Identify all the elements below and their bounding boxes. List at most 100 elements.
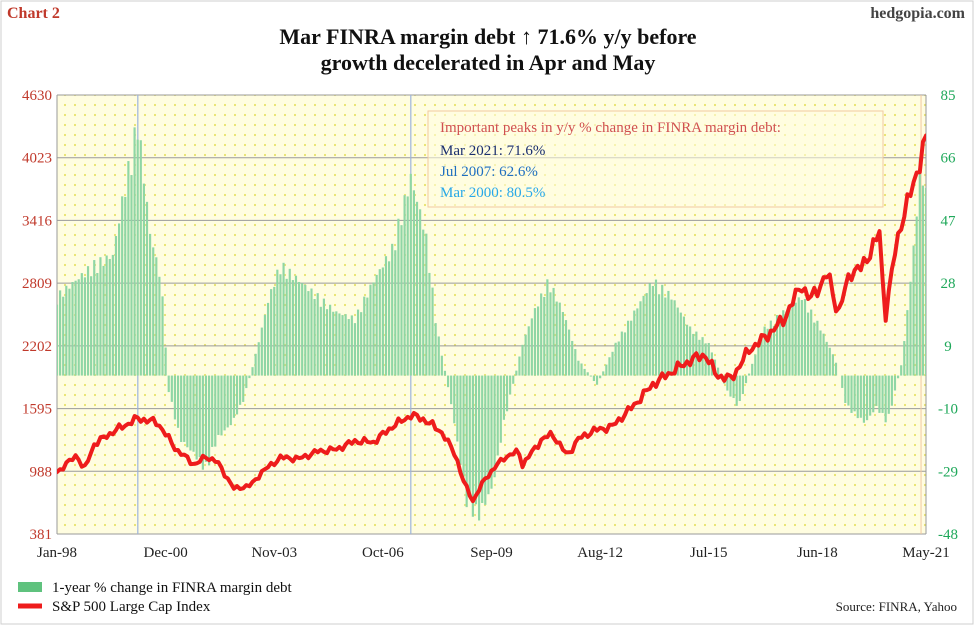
- bar: [751, 363, 754, 376]
- bar: [307, 291, 310, 376]
- bar: [636, 308, 639, 376]
- bar: [397, 218, 400, 376]
- bar: [577, 360, 580, 376]
- bar: [366, 297, 369, 376]
- bar: [291, 280, 294, 376]
- bar: [108, 258, 111, 376]
- bar: [152, 247, 155, 376]
- bar: [639, 301, 642, 376]
- bar: [465, 375, 468, 508]
- bar: [391, 243, 394, 376]
- bar: [664, 297, 667, 376]
- bar: [251, 367, 254, 376]
- bar: [239, 375, 242, 405]
- bar: [906, 310, 909, 376]
- bar: [524, 334, 527, 376]
- bar: [471, 375, 474, 517]
- bar: [301, 283, 304, 376]
- bar: [183, 375, 186, 442]
- bar: [825, 341, 828, 376]
- left-tick-label: 3416: [22, 213, 53, 229]
- bar: [735, 375, 738, 406]
- bar: [406, 196, 409, 376]
- bar: [434, 323, 437, 376]
- bar: [661, 284, 664, 376]
- bar: [412, 190, 415, 376]
- bar: [540, 293, 543, 376]
- bar: [505, 375, 509, 412]
- bar: [360, 312, 363, 376]
- bar: [384, 256, 388, 376]
- bar: [86, 266, 90, 376]
- bar: [130, 175, 133, 376]
- bar: [201, 375, 204, 470]
- bar: [564, 320, 568, 376]
- bar: [633, 310, 636, 376]
- source-note: Source: FINRA, Yahoo: [836, 599, 957, 614]
- bar: [456, 375, 459, 442]
- bar: [263, 314, 267, 376]
- bar: [589, 375, 592, 377]
- bar: [226, 375, 229, 428]
- bar: [741, 375, 744, 395]
- right-tick-label: 85: [941, 88, 956, 104]
- bar: [96, 273, 99, 376]
- bar: [822, 333, 825, 376]
- bar: [350, 315, 353, 376]
- bar: [446, 375, 450, 388]
- bar: [645, 293, 648, 376]
- bar: [726, 375, 729, 391]
- bar: [558, 302, 561, 376]
- bar: [791, 304, 794, 376]
- bar: [415, 201, 419, 376]
- bar: [602, 371, 605, 376]
- bar: [117, 223, 121, 376]
- bar: [574, 349, 577, 376]
- bar: [592, 375, 596, 382]
- bar: [270, 289, 273, 376]
- bar: [862, 375, 866, 423]
- legend-label-bars: 1-year % change in FINRA margin debt: [52, 580, 292, 596]
- bar: [431, 287, 434, 376]
- bar: [813, 322, 816, 376]
- bar: [335, 311, 338, 376]
- bar: [518, 356, 521, 376]
- bar: [670, 299, 673, 376]
- legend-label-line: S&P 500 Large Cap Index: [52, 599, 211, 615]
- bar: [57, 304, 59, 376]
- bar: [242, 375, 245, 402]
- bar: [744, 375, 748, 384]
- bar: [235, 375, 239, 415]
- bar: [443, 370, 447, 376]
- bar: [536, 306, 540, 376]
- x-axis: Jan-98 Dec-00 Nov-03 Oct-06 Sep-09 Aug-12 Jul-…: [37, 545, 950, 561]
- right-tick-label: -10: [938, 402, 958, 418]
- bar: [800, 300, 803, 376]
- bar: [189, 375, 192, 451]
- bar: [748, 373, 751, 376]
- bar: [273, 286, 276, 376]
- bar: [499, 375, 502, 443]
- bar: [909, 281, 912, 376]
- x-tick-label: Jun-18: [797, 545, 838, 561]
- bar: [608, 357, 611, 376]
- bar: [834, 362, 838, 376]
- bar: [204, 375, 208, 462]
- bar: [347, 319, 350, 376]
- right-tick-label: 9: [944, 339, 952, 355]
- bar: [158, 276, 161, 376]
- bar: [806, 312, 810, 376]
- bar: [77, 279, 80, 376]
- bar: [552, 287, 555, 376]
- bar: [918, 157, 921, 376]
- bar: [409, 173, 412, 376]
- bar: [375, 274, 378, 376]
- x-tick-label: Dec-00: [144, 545, 188, 561]
- bar: [884, 375, 887, 423]
- bar: [738, 375, 741, 401]
- bar: [887, 375, 890, 414]
- bar: [583, 368, 586, 376]
- left-tick-label: 381: [30, 527, 53, 543]
- bar: [673, 300, 676, 376]
- x-tick-label: May-21: [902, 545, 950, 561]
